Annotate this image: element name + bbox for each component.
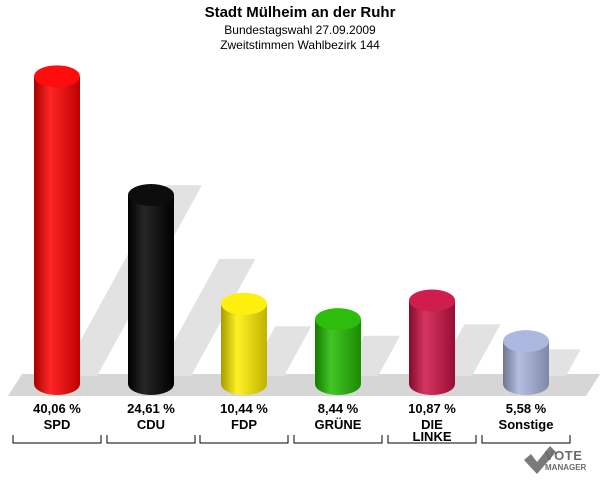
bar-cdu [128,183,174,395]
category-bracket [106,435,196,444]
bar-gr-ne [315,308,361,395]
category-label: CDU [137,417,165,432]
bar-fdp [221,292,267,395]
bar-spd [34,65,80,395]
value-label: 5,58 % [506,401,547,416]
value-label: 40,06 % [33,401,81,416]
category-label: SPD [44,417,71,432]
bar-die-linke [409,289,455,395]
bar-sonstige [503,330,549,395]
category-label: LINKE [413,429,452,444]
category-bracket [199,435,289,444]
category-bracket [481,435,571,444]
category-label: GRÜNE [315,417,362,432]
value-label: 24,61 % [127,401,175,416]
category-label: DIE [421,417,443,432]
chart-subtitle-date: Bundestagswahl 27.09.2009 [224,23,376,37]
value-label: 10,44 % [220,401,268,416]
category-label: FDP [231,417,257,432]
value-label: 8,44 % [318,401,359,416]
category-bracket [293,435,383,444]
category-label: Sonstige [499,417,554,432]
checkmark-icon [524,446,556,474]
category-bracket [387,435,477,444]
bar-shadow [155,258,256,376]
logo-text-vote: VOTE [545,448,583,463]
category-bracket [12,435,102,444]
value-label: 10,87 % [408,401,456,416]
chart-title: Stadt Mülheim an der Ruhr [204,4,396,21]
logo-text-manager: MANAGER [545,463,587,472]
chart-subtitle-district: Zweitstimmen Wahlbezirk 144 [220,38,380,52]
